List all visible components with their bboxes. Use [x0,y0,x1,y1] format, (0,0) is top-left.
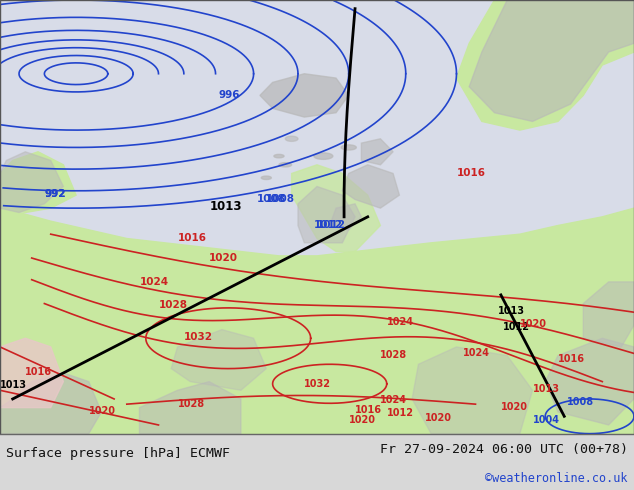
Text: 1012: 1012 [503,321,530,332]
Text: 1012: 1012 [317,220,346,230]
Text: 1016: 1016 [25,367,53,377]
Text: 1028: 1028 [380,350,408,360]
Text: 1020: 1020 [349,415,376,425]
Polygon shape [330,204,361,230]
Text: 1016: 1016 [558,354,585,364]
Text: 1024: 1024 [387,317,414,327]
Text: 1008: 1008 [257,194,286,204]
Text: 1013: 1013 [533,385,560,394]
Ellipse shape [285,136,298,142]
Text: 1024: 1024 [139,277,169,287]
Text: 1020: 1020 [501,402,528,412]
Text: 1020: 1020 [89,406,116,416]
Text: 996: 996 [219,90,240,99]
Text: 1016: 1016 [178,233,207,243]
Text: 1013: 1013 [0,380,27,390]
Polygon shape [545,338,634,425]
Text: 992: 992 [44,189,66,199]
Polygon shape [0,204,634,434]
Text: 1016: 1016 [355,405,382,415]
Ellipse shape [261,176,271,179]
Ellipse shape [341,145,356,150]
Text: 1020: 1020 [209,253,238,263]
Text: 1016: 1016 [456,168,486,178]
Text: Surface pressure [hPa] ECMWF: Surface pressure [hPa] ECMWF [6,447,230,460]
Polygon shape [0,338,63,408]
Polygon shape [0,373,101,434]
Text: 1024: 1024 [380,395,408,405]
Text: 1012: 1012 [387,408,414,418]
Polygon shape [292,165,380,251]
Polygon shape [171,330,266,390]
Text: 1032: 1032 [304,379,332,389]
Text: ©weatheronline.co.uk: ©weatheronline.co.uk [485,472,628,485]
Polygon shape [361,139,393,165]
Polygon shape [469,0,634,122]
Ellipse shape [314,153,333,159]
Text: 1020: 1020 [520,319,547,329]
Text: 1008: 1008 [266,194,295,204]
Text: 1028: 1028 [178,399,205,409]
Polygon shape [0,152,76,213]
Polygon shape [298,187,355,243]
Text: 1013: 1013 [209,200,242,213]
Polygon shape [456,0,634,130]
Polygon shape [342,165,399,208]
Text: 1028: 1028 [158,300,188,310]
Text: 1013: 1013 [498,306,525,317]
Polygon shape [139,382,241,434]
Ellipse shape [279,163,292,167]
Text: 1004: 1004 [533,415,560,425]
Text: 1020: 1020 [425,413,452,423]
Ellipse shape [274,154,284,158]
Text: 1032: 1032 [184,332,213,343]
Text: 1012: 1012 [314,220,343,230]
Polygon shape [260,74,349,117]
Text: 992: 992 [44,189,66,199]
Text: 1024: 1024 [463,347,490,358]
Text: 1008: 1008 [567,397,595,408]
Text: Fr 27-09-2024 06:00 UTC (00+78): Fr 27-09-2024 06:00 UTC (00+78) [380,443,628,456]
Polygon shape [412,347,533,434]
Polygon shape [0,152,63,213]
Polygon shape [583,282,634,347]
